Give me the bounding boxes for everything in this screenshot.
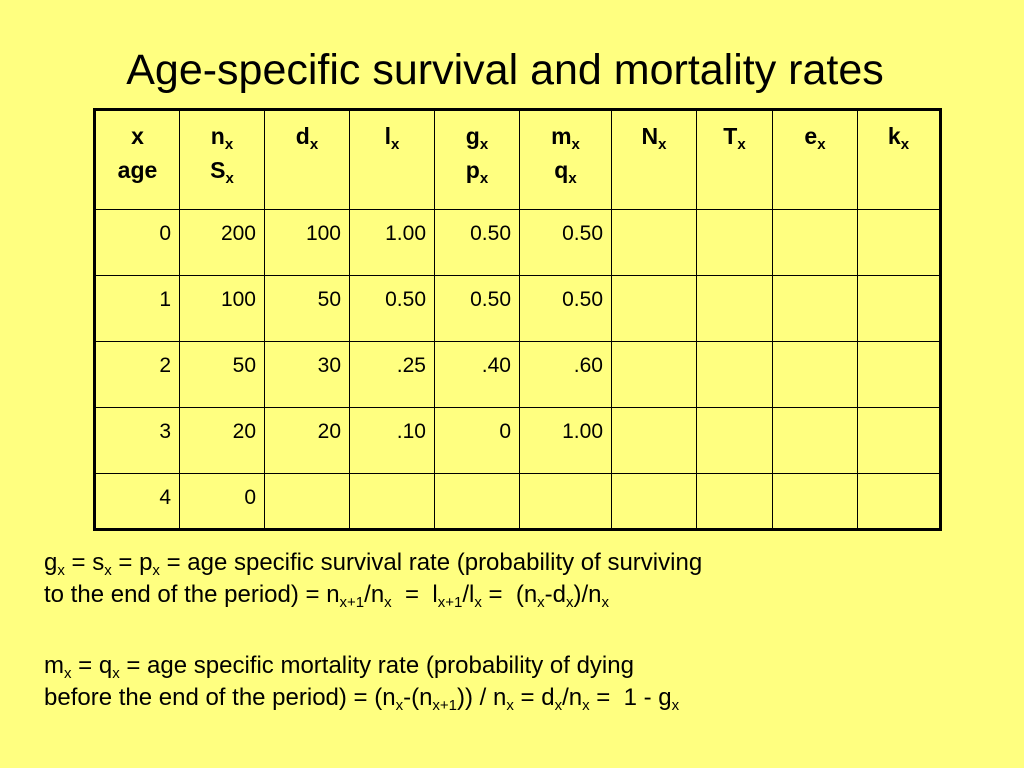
table-cell: 3 [94,407,180,474]
column-header-text: gx [465,123,489,153]
table-cell: .25 [349,341,435,408]
table-cell: 1.00 [349,209,435,276]
table-cell [772,275,858,342]
table-cell [857,473,941,530]
survival-rate-note: gx = sx = px = age specific survival rat… [44,547,1004,611]
column-header-text: kx [887,123,910,153]
survival-note-line-2: to the end of the period) = nx+1/nx = lx… [44,581,610,611]
table-cell: 0.50 [349,275,435,342]
table-cell [857,275,941,342]
column-header-text: lx [384,123,400,153]
table-cell [696,275,773,342]
survival-note-line-1: gx = sx = px = age specific survival rat… [44,549,703,579]
column-header-text: qx [554,157,577,187]
table-cell: 20 [179,407,265,474]
column-header: nx Sx [179,109,265,210]
life-table: x age nx Sx dx lx gx px mx qx Nx Tx ex kx 0 200 100 1.00… [93,108,942,531]
column-header: kx [857,109,941,210]
column-header-text [858,153,939,187]
column-header-text [697,153,772,187]
table-body: 0 200 100 1.00 0.50 0.50 1 100 50 0.50 0.50 0.50 2 50… [94,209,941,530]
table-cell [857,407,941,474]
table-cell [857,341,941,408]
column-header-text: x [131,123,144,149]
slide-title: Age-specific survival and mortality rate… [126,46,884,94]
table-cell [696,209,773,276]
table-cell: 0 [434,407,520,474]
table-cell: 0.50 [519,275,612,342]
table-cell [611,473,697,530]
column-header-text [612,153,696,187]
table-cell: 20 [264,407,350,474]
table-cell: .60 [519,341,612,408]
column-header-text [265,153,349,187]
column-header-text: nx [210,123,234,153]
table-row: 2 50 30.25.40.60 [94,341,941,408]
column-header-text [350,153,434,187]
table-cell [519,473,612,530]
table-cell: 0.50 [434,275,520,342]
mortality-note-line-1: mx = qx = age specific mortality rate (p… [44,652,634,682]
column-header-text: ex [804,123,826,153]
mortality-rate-note: mx = qx = age specific mortality rate (p… [44,650,1004,714]
table-cell [264,473,350,530]
table-cell [772,407,858,474]
table-cell: 50 [264,275,350,342]
column-header: Nx [611,109,697,210]
column-header-text: Sx [210,157,234,187]
table-cell: 0 [94,209,180,276]
table-cell: 0 [179,473,265,530]
column-header: ex [772,109,858,210]
column-header-text: mx [551,123,580,153]
table-cell: 2 [94,341,180,408]
column-header-text [773,153,857,187]
table-cell [857,209,941,276]
table-cell [772,209,858,276]
table-cell [349,473,435,530]
column-header-text: dx [295,123,319,153]
table-cell: 4 [94,473,180,530]
table-cell: 50 [179,341,265,408]
table-row: 1 100 50 0.50 0.50 0.50 [94,275,941,342]
table-cell [696,341,773,408]
table-cell [696,473,773,530]
table-cell: .40 [434,341,520,408]
table-cell: 1.00 [519,407,612,474]
table-row: 0 200 100 1.00 0.50 0.50 [94,209,941,276]
column-header-text: px [465,157,489,187]
column-header: Tx [696,109,773,210]
column-header: mx qx [519,109,612,210]
table-cell [772,473,858,530]
table-cell: 30 [264,341,350,408]
table-cell: 200 [179,209,265,276]
table-cell [611,275,697,342]
table-cell [696,407,773,474]
table-cell [434,473,520,530]
column-header-text: Tx [723,123,746,153]
table-cell [772,341,858,408]
table-cell [611,341,697,408]
table-cell: 100 [264,209,350,276]
table-row: 3 20 20.10 0 1.00 [94,407,941,474]
column-header: dx [264,109,350,210]
mortality-note-line-2: before the end of the period) = (nx-(nx+… [44,684,680,714]
column-header: gx px [434,109,520,210]
column-header: x age [94,109,180,210]
table-cell: 100 [179,275,265,342]
table-cell: 1 [94,275,180,342]
table-cell: .10 [349,407,435,474]
table-cell [611,407,697,474]
table-cell: 0.50 [434,209,520,276]
column-header: lx [349,109,435,210]
table-cell: 0.50 [519,209,612,276]
table-header-row: x age nx Sx dx lx gx px mx qx Nx Tx ex kx [94,109,941,210]
column-header-text: Nx [641,123,667,153]
table-cell [611,209,697,276]
column-header-text: age [117,157,158,183]
